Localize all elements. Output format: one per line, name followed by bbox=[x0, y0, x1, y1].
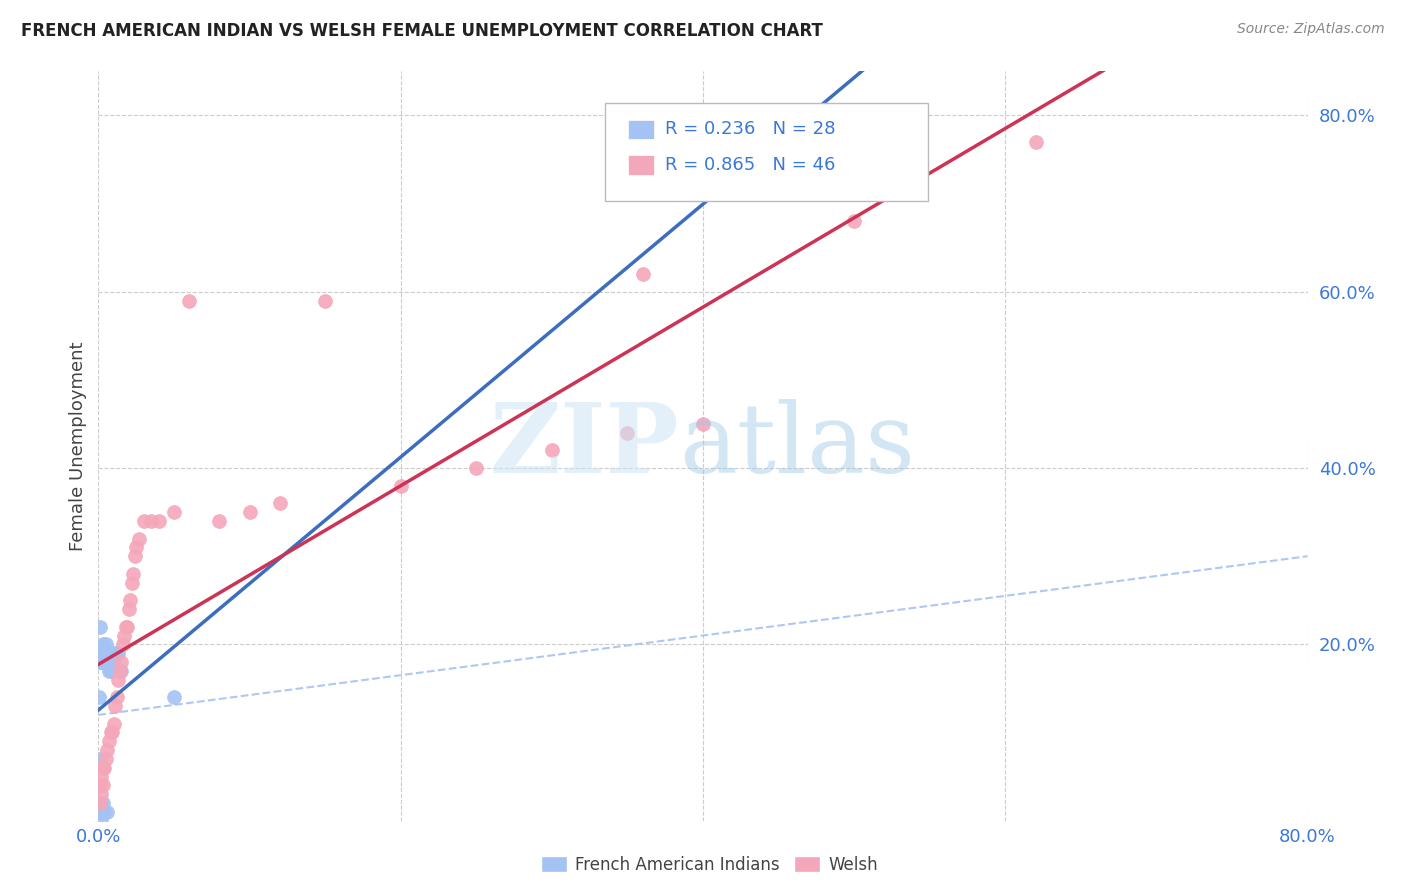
Point bbox=[112, 628, 135, 642]
Point bbox=[100, 664, 122, 678]
Point bbox=[179, 293, 201, 308]
Point bbox=[110, 655, 132, 669]
Point bbox=[692, 417, 714, 431]
Point bbox=[89, 752, 111, 766]
Point bbox=[163, 690, 186, 705]
Point bbox=[90, 655, 112, 669]
Point bbox=[115, 620, 138, 634]
Point bbox=[90, 646, 112, 660]
Point bbox=[314, 293, 336, 308]
Text: Welsh: Welsh bbox=[828, 856, 877, 874]
Point bbox=[91, 637, 114, 651]
Point bbox=[94, 655, 117, 669]
Point bbox=[90, 796, 112, 810]
Point bbox=[89, 690, 111, 705]
Point bbox=[90, 787, 112, 801]
Point bbox=[141, 514, 163, 528]
Point bbox=[122, 566, 145, 581]
Text: FRENCH AMERICAN INDIAN VS WELSH FEMALE UNEMPLOYMENT CORRELATION CHART: FRENCH AMERICAN INDIAN VS WELSH FEMALE U… bbox=[21, 22, 823, 40]
Point bbox=[103, 655, 125, 669]
Point bbox=[208, 514, 231, 528]
Point bbox=[91, 761, 114, 775]
Point bbox=[1024, 135, 1046, 149]
Point bbox=[89, 805, 111, 819]
Point bbox=[89, 796, 111, 810]
Point bbox=[465, 461, 488, 475]
Point bbox=[93, 761, 115, 775]
Point bbox=[124, 549, 146, 564]
Point bbox=[98, 664, 121, 678]
Point bbox=[100, 725, 122, 739]
Point bbox=[844, 214, 866, 228]
Point bbox=[90, 770, 112, 784]
Text: R = 0.865   N = 46: R = 0.865 N = 46 bbox=[665, 156, 835, 174]
Point bbox=[91, 796, 114, 810]
Point bbox=[103, 646, 125, 660]
Point bbox=[389, 478, 412, 492]
Point bbox=[120, 593, 142, 607]
Point bbox=[93, 805, 115, 819]
Text: R = 0.236   N = 28: R = 0.236 N = 28 bbox=[665, 120, 835, 138]
Text: atlas: atlas bbox=[679, 399, 915, 493]
Point bbox=[94, 637, 117, 651]
Point bbox=[110, 664, 132, 678]
Point bbox=[96, 743, 118, 757]
Point bbox=[96, 805, 118, 819]
Point bbox=[631, 267, 654, 281]
Point bbox=[101, 655, 124, 669]
Point bbox=[121, 575, 143, 590]
Point bbox=[108, 664, 131, 678]
Text: ZIP: ZIP bbox=[489, 399, 679, 493]
Point bbox=[118, 602, 141, 616]
Point bbox=[90, 814, 112, 828]
Point bbox=[89, 805, 111, 819]
Text: Source: ZipAtlas.com: Source: ZipAtlas.com bbox=[1237, 22, 1385, 37]
Point bbox=[93, 646, 115, 660]
Point bbox=[125, 541, 148, 555]
Point bbox=[616, 425, 638, 440]
Point bbox=[89, 655, 111, 669]
Point bbox=[128, 532, 150, 546]
Point bbox=[91, 655, 114, 669]
Point bbox=[163, 505, 186, 519]
Point bbox=[269, 496, 291, 510]
Point bbox=[105, 690, 128, 705]
Point bbox=[91, 778, 114, 792]
Point bbox=[89, 620, 111, 634]
Y-axis label: Female Unemployment: Female Unemployment bbox=[69, 342, 87, 550]
Point bbox=[132, 514, 155, 528]
Point bbox=[107, 673, 129, 687]
Point bbox=[239, 505, 262, 519]
Point bbox=[111, 637, 134, 651]
Point bbox=[94, 752, 117, 766]
Point bbox=[104, 699, 127, 714]
Point bbox=[101, 725, 124, 739]
Point bbox=[148, 514, 170, 528]
Point bbox=[98, 734, 121, 748]
Point bbox=[107, 646, 129, 660]
Point bbox=[89, 778, 111, 792]
Point bbox=[540, 443, 562, 458]
Point bbox=[105, 646, 128, 660]
Point bbox=[114, 620, 136, 634]
Point bbox=[96, 646, 118, 660]
Point bbox=[103, 716, 125, 731]
Text: French American Indians: French American Indians bbox=[575, 856, 780, 874]
